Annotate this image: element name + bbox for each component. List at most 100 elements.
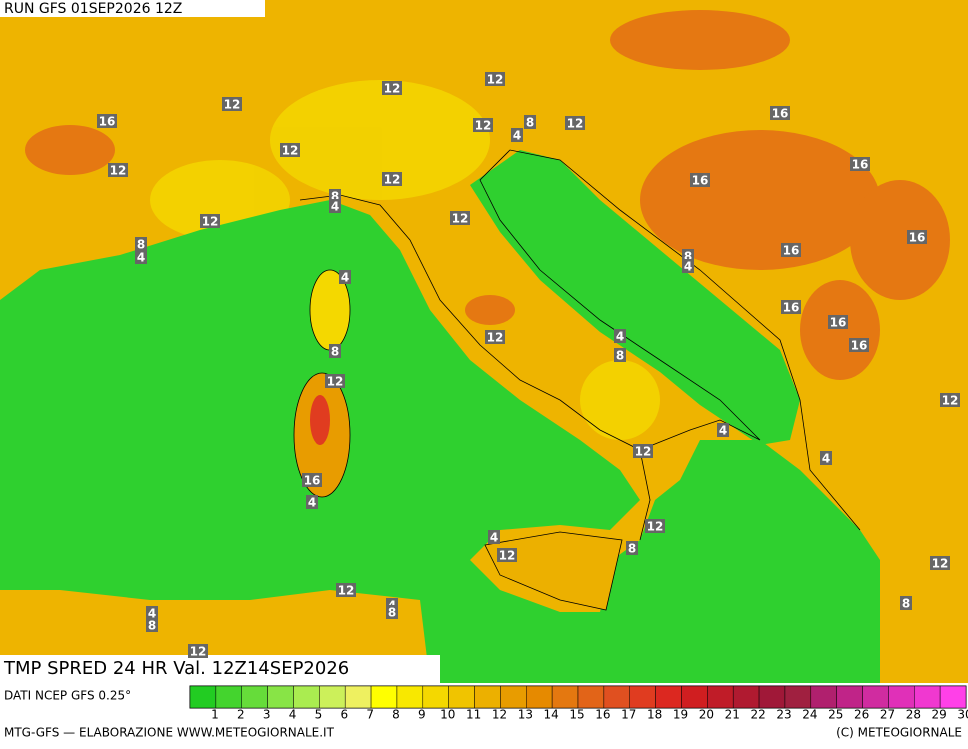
contour-label-box [306,495,318,509]
contour-label-box [280,143,300,157]
contour-label: 8 [526,116,534,130]
data-source: DATI NCEP GFS 0.25° [4,689,131,703]
contour-label: 16 [783,244,800,258]
contour-label: 12 [110,164,127,178]
contour-label-box [222,97,242,111]
contour-label: 12 [475,119,492,133]
colorbar-tick-label: 19 [673,708,688,722]
contour-label: 16 [783,301,800,315]
contour-label: 8 [902,597,910,611]
contour-label-box [382,81,402,95]
contour-label-box [488,530,500,544]
contour-label-box [108,163,128,177]
contour-label: 8 [137,238,145,252]
copyright: (C) METEOGIORNALE [836,726,962,740]
contour-label: 4 [513,129,521,143]
contour-label-box [828,315,848,329]
colorbar-swatch [215,685,242,709]
colorbar-swatch [939,685,967,709]
colorbar-tick-label: 7 [366,708,374,722]
colorbar-tick-label: 15 [569,708,584,722]
contour-label-box [781,300,801,314]
colorbar-swatch [422,685,449,709]
contour-label: 8 [331,190,339,204]
colorbar-tick-label: 23 [776,708,791,722]
contour-label: 12 [932,557,949,571]
colorbar-swatch [603,685,630,709]
contour-label-box [135,237,147,251]
header-box [0,0,265,17]
contour-label-box [450,211,470,225]
colorbar-tick-label: 17 [621,708,636,722]
colorbar-swatch [319,685,346,709]
colorbar-tick-label: 5 [315,708,323,722]
contour-label-box [146,618,158,632]
colorbar-tick-label: 28 [906,708,921,722]
colorbar-swatch [551,685,579,709]
colorbar-swatch [914,685,941,709]
colorbar-swatch [836,685,863,709]
colorbar-swatch [370,685,398,709]
contour-label-box [386,605,398,619]
colorbar-tick-label: 10 [440,708,455,722]
colorbar-swatch [681,685,708,709]
contour-label: 8 [684,250,692,264]
title-box [0,655,440,683]
colorbar-swatch [577,685,605,709]
contour-label: 12 [452,212,469,226]
colorbar-tick-label: 4 [289,708,297,722]
contour-label: 12 [384,173,401,187]
contour-label: 16 [909,231,926,245]
colorbar-tick-label: 9 [418,708,426,722]
warm-patches [25,10,950,380]
colorbar-swatch [189,685,217,709]
contour-label-box [930,556,950,570]
sea-adriatic [470,150,800,445]
contour-label: 4 [490,531,498,545]
contour-label-box [485,330,505,344]
colorbar-swatch [267,685,294,709]
colorbar-tick-label: 30 [957,708,968,722]
contour-label: 12 [487,73,504,87]
contour-label-box [302,473,322,487]
colorbar-tick-label: 20 [699,708,714,722]
colorbar-swatch [758,685,786,709]
contour-label: 4 [822,452,830,466]
contour-label-box [565,116,585,130]
colorbar-swatch [241,685,268,709]
contour-label: 16 [99,115,116,129]
contour-label: 12 [384,82,401,96]
colorbar-tick-label: 1 [211,708,219,722]
contour-label: 12 [499,549,516,563]
colorbar-swatch [629,685,656,709]
contour-label-box [645,519,665,533]
map-title: TMP SPRED 24 HR Val. 12Z14SEP2026 [3,658,349,679]
sardinia-peak [310,395,330,445]
contour-label-box [336,583,356,597]
sicily [484,531,623,611]
colorbar-tick-label: 3 [263,708,271,722]
contour-label: 12 [635,445,652,459]
contour-label-box [325,374,345,388]
contour-label: 8 [388,606,396,620]
contour-label: 12 [647,520,664,534]
colorbar-tick-label: 22 [750,708,765,722]
colorbar-tick-label: 2 [237,708,245,722]
contour-label-box [329,199,341,213]
colorbar-tick-label: 24 [802,708,817,722]
contour-label: 12 [190,645,207,659]
contour-label: 16 [830,316,847,330]
contour-label-box [135,250,147,264]
contour-label-box [497,548,517,562]
contour-label-box [200,214,220,228]
contour-label-box [781,243,801,257]
colorbar-swatch [474,685,501,709]
colorbar-swatch [707,685,734,709]
contour-label: 4 [341,271,349,285]
run-title: RUN GFS 01SEP2026 12Z [4,1,182,17]
contour-label-box [382,172,402,186]
credit: MTG-GFS — ELABORAZIONE WWW.METEOGIORNALE… [4,726,335,740]
contour-label-box [682,259,694,273]
colorbar-tick-label: 21 [725,708,740,722]
